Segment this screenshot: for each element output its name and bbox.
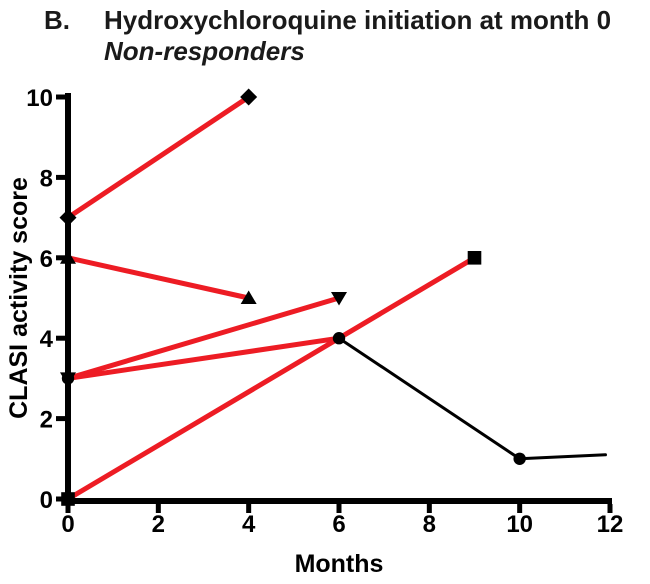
figure-subtitle: Non-responders <box>104 36 305 66</box>
patient-triangle-up-point <box>240 290 257 304</box>
x-tick-label: 10 <box>506 511 533 538</box>
patient-square-segment <box>65 255 477 502</box>
x-tick-label: 0 <box>61 511 74 538</box>
figure-title: Hydroxychloroquine initiation at month 0 <box>104 5 612 35</box>
patient-diamond-point <box>59 209 77 227</box>
patient-diamond-point <box>240 88 258 106</box>
patient-triangle-down-point <box>331 292 347 306</box>
y-tick-label: 6 <box>40 246 53 273</box>
patient-circle-segment <box>65 335 342 381</box>
patient-circle-segment <box>518 453 607 461</box>
x-axis-label: Months <box>295 550 384 578</box>
patient-circle-point <box>61 372 75 385</box>
patient-square-point <box>467 251 482 265</box>
patient-circle-segment <box>337 336 522 461</box>
patient-square-point <box>61 492 75 506</box>
x-tick-label: 12 <box>597 511 624 538</box>
patient-triangle-up-point <box>60 250 76 264</box>
patient-triangle-up-segment <box>65 255 252 301</box>
panel-label: B. <box>44 5 70 35</box>
patient-circle-point <box>513 452 526 465</box>
y-tick-label: 4 <box>40 326 54 353</box>
y-tick-label: 0 <box>40 487 53 514</box>
patient-triangle-down-segment <box>65 295 342 381</box>
y-tick-label: 10 <box>26 85 53 112</box>
y-axis-label: CLASI activity score <box>5 177 33 419</box>
x-tick-label: 8 <box>423 511 436 538</box>
y-tick-label: 2 <box>40 407 53 434</box>
x-tick-label: 2 <box>152 511 165 538</box>
x-tick-label: 6 <box>332 511 345 538</box>
patient-diamond-segment <box>65 94 252 221</box>
x-tick-label: 4 <box>242 511 256 538</box>
patient-circle-point <box>332 332 346 345</box>
y-tick-label: 8 <box>40 165 53 192</box>
